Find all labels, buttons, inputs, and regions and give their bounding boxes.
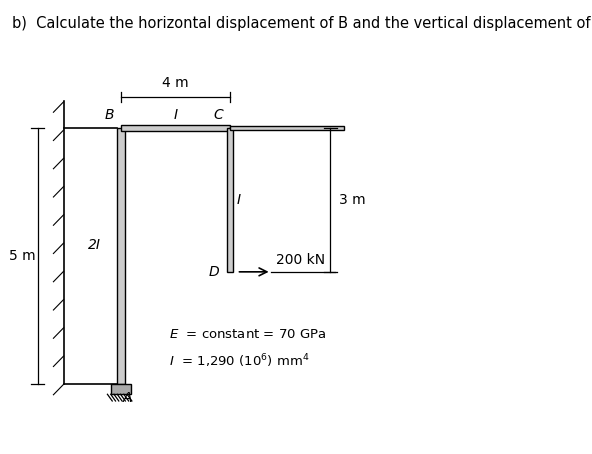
Text: B: B [105,108,114,122]
Text: I: I [173,108,178,122]
Text: $E$  = constant = 70 GPa: $E$ = constant = 70 GPa [169,328,326,341]
Text: 4 m: 4 m [162,76,189,90]
Text: 200 kN: 200 kN [276,253,325,267]
Polygon shape [227,128,233,272]
Polygon shape [230,126,343,130]
Text: 5 m: 5 m [9,249,36,263]
Text: 2I: 2I [88,238,101,252]
Text: I: I [237,193,241,207]
Polygon shape [117,128,125,384]
Text: $I$  = 1,290 (10$^6$) mm$^4$: $I$ = 1,290 (10$^6$) mm$^4$ [169,353,310,370]
Text: 3 m: 3 m [339,193,366,207]
Polygon shape [121,125,230,131]
Text: C: C [214,108,223,122]
Text: b)  Calculate the horizontal displacement of B and the vertical displacement of : b) Calculate the horizontal displacement… [11,16,592,31]
Text: D: D [208,265,219,279]
Bar [111,384,131,394]
Text: A: A [123,391,133,405]
